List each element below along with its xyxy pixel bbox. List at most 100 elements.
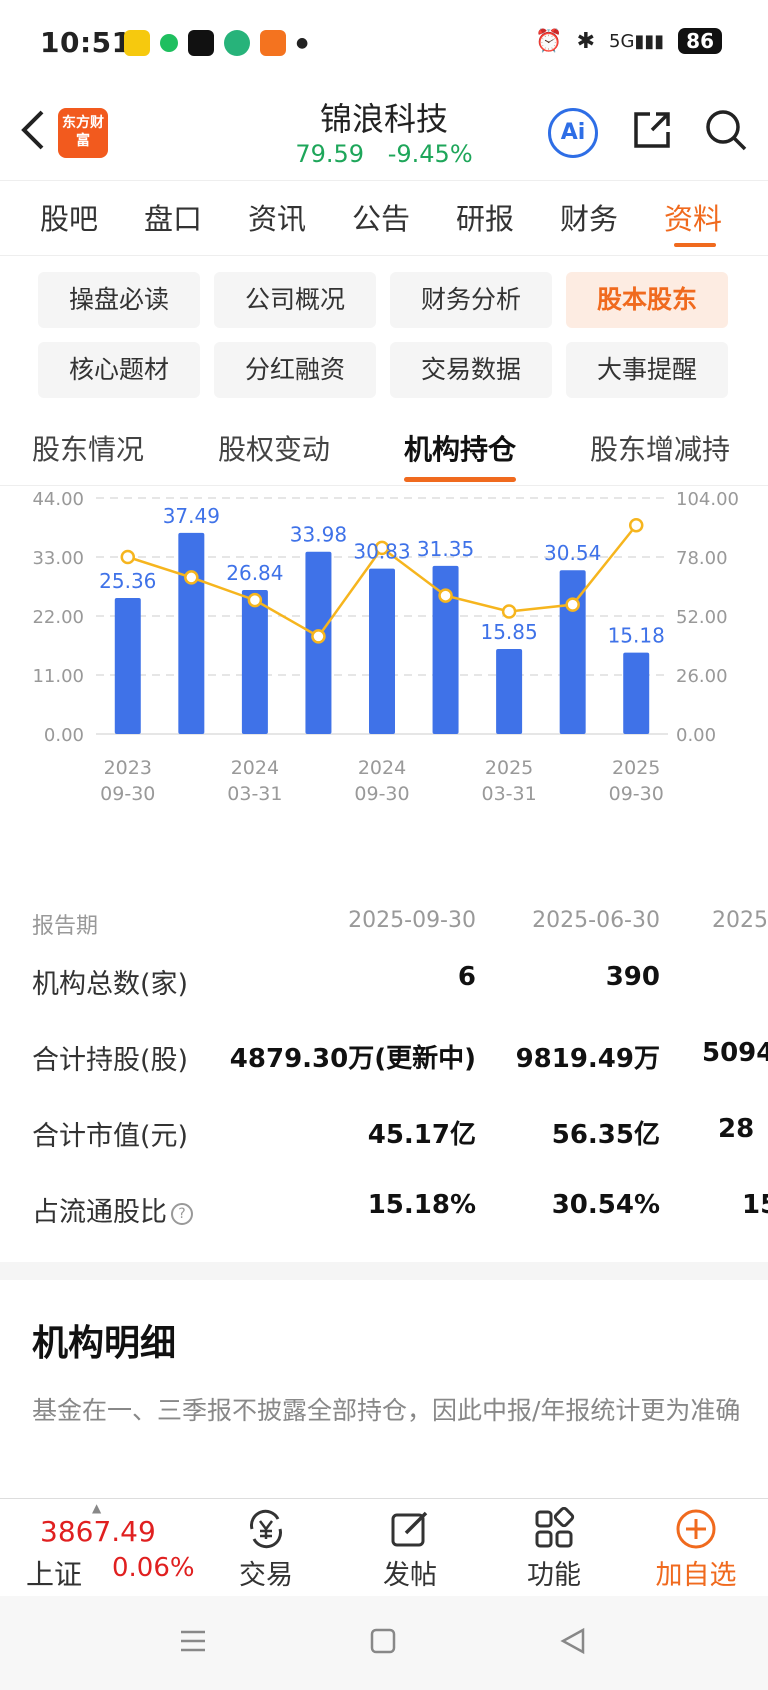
sub-btn-trading-data[interactable]: 交易数据 bbox=[390, 342, 552, 398]
tab-equity-changes[interactable]: 股权变动 bbox=[218, 433, 331, 466]
x-tick-label: 09-30 bbox=[609, 783, 664, 805]
sub-btn-core-themes[interactable]: 核心题材 bbox=[38, 342, 200, 398]
add-watchlist-label: 加自选 bbox=[655, 1560, 737, 1591]
tab-holder-changes[interactable]: 股东增减持 bbox=[590, 433, 731, 466]
tab-shareholder-status[interactable]: 股东情况 bbox=[32, 433, 145, 466]
tab-guba[interactable]: 股吧 bbox=[40, 202, 99, 236]
line-point bbox=[501, 604, 517, 619]
home-icon[interactable] bbox=[368, 1626, 398, 1656]
line-point bbox=[565, 597, 580, 612]
index-name[interactable]: 上证 bbox=[26, 1558, 83, 1591]
tab-institutional-holdings[interactable]: 机构持仓 bbox=[404, 428, 517, 482]
data-label: 15.85 bbox=[480, 620, 537, 644]
index-price[interactable]: 3867.49 bbox=[40, 1515, 156, 1548]
bar bbox=[114, 597, 141, 734]
header-col-2: 2025-06-30 bbox=[532, 908, 660, 933]
cell: 6 bbox=[457, 962, 476, 992]
table-header-row: 报告期 2025-09-30 2025-06-30 2025 bbox=[0, 908, 768, 958]
menu-icon[interactable] bbox=[178, 1626, 208, 1656]
sub-btn-financial-analysis[interactable]: 财务分析 bbox=[390, 272, 552, 328]
tab-announcements[interactable]: 公告 bbox=[352, 202, 411, 236]
tab-profile[interactable]: 资料 bbox=[664, 181, 768, 255]
cell: 15.18% bbox=[367, 1190, 476, 1220]
post-button[interactable]: 发帖 bbox=[360, 1507, 460, 1592]
y-left-tick-label: 0.00 bbox=[44, 725, 84, 746]
sub-btn-company-overview[interactable]: 公司概况 bbox=[214, 272, 376, 328]
add-watchlist-button[interactable]: 加自选 bbox=[646, 1507, 746, 1592]
index-change[interactable]: 0.06% bbox=[112, 1553, 195, 1583]
line-point bbox=[120, 549, 136, 565]
sub-btn-shareholders[interactable]: 股本股东 bbox=[566, 272, 728, 328]
y-left-tick-label: 22.00 bbox=[32, 607, 84, 628]
cell: 15 bbox=[742, 1190, 768, 1220]
header-col-3: 2025 bbox=[712, 908, 768, 933]
line-point bbox=[311, 629, 326, 644]
line-point bbox=[374, 540, 390, 556]
y-right-tick-label: 0.00 bbox=[676, 725, 716, 746]
x-tick-label: 03-31 bbox=[227, 783, 282, 805]
signal-icon: 5G▮▮▮ bbox=[609, 30, 665, 52]
x-tick-label: 2025 bbox=[485, 757, 533, 779]
mail-app-icon bbox=[260, 30, 286, 56]
search-button[interactable] bbox=[704, 108, 748, 156]
cell: 30.54% bbox=[551, 1190, 660, 1220]
sub-btn-trading-guide[interactable]: 操盘必读 bbox=[38, 272, 200, 328]
tab-news[interactable]: 资讯 bbox=[248, 202, 307, 236]
cell: 4879.30万(更新中) bbox=[229, 1044, 476, 1074]
bar bbox=[178, 532, 205, 734]
bar bbox=[241, 590, 268, 734]
y-right-tick-label: 104.00 bbox=[676, 489, 739, 510]
ai-button[interactable]: Ai bbox=[548, 108, 598, 158]
expand-caret-icon[interactable]: ▲ bbox=[92, 1501, 102, 1515]
clock: 10:51 bbox=[40, 26, 132, 59]
holdings-chart: 44.00 104.00 33.00 78.00 22.00 52.00 11.00 26.0… bbox=[0, 486, 768, 886]
data-label: 30.83 bbox=[353, 540, 410, 564]
y-left-tick-label: 44.00 bbox=[32, 489, 84, 510]
stock-quote: 79.59 -9.45% bbox=[0, 140, 768, 168]
message-app-icon bbox=[160, 34, 178, 52]
grid-icon bbox=[535, 1507, 575, 1548]
cloud-app-icon bbox=[224, 30, 250, 56]
meituan-app-icon bbox=[124, 30, 150, 56]
stock-price: 79.59 bbox=[295, 140, 365, 168]
data-label: 33.98 bbox=[290, 523, 347, 547]
share-button[interactable] bbox=[630, 108, 674, 156]
y-left-tick-label: 11.00 bbox=[32, 666, 84, 687]
row-label: 占流通股比? bbox=[32, 1190, 193, 1229]
row-label: 合计市值(元) bbox=[32, 1121, 189, 1152]
cell: 390 bbox=[605, 962, 660, 992]
bottom-toolbar: ▲ 3867.49 上证 0.06% 交易 发帖 bbox=[0, 1498, 768, 1596]
main-tabs: 股吧 盘口 资讯 公告 研报 财务 资料 bbox=[0, 180, 768, 256]
status-bar: 10:51 ● ⏰ ✱ 5G▮▮▮ 86 bbox=[0, 0, 768, 88]
bar bbox=[623, 652, 650, 734]
data-label: 26.84 bbox=[226, 561, 283, 585]
functions-button[interactable]: 功能 bbox=[504, 1507, 604, 1592]
section-note: 基金在一、三季报不披露全部持仓，因此中报/年报统计更为准确 bbox=[32, 1396, 741, 1425]
sub-btn-events[interactable]: 大事提醒 bbox=[566, 342, 728, 398]
tab-finance[interactable]: 财务 bbox=[560, 202, 619, 236]
more-dot-icon: ● bbox=[296, 35, 309, 51]
tab-pankou[interactable]: 盘口 bbox=[144, 202, 203, 236]
data-label: 37.49 bbox=[163, 504, 220, 528]
eastmoney-logo[interactable]: 东方财富 bbox=[58, 108, 108, 158]
back-button[interactable] bbox=[18, 108, 48, 163]
bar bbox=[559, 570, 586, 734]
header-col-1: 2025-09-30 bbox=[348, 908, 476, 933]
y-right-tick-label: 78.00 bbox=[676, 548, 728, 569]
trade-button[interactable]: 交易 bbox=[216, 1507, 316, 1592]
help-icon[interactable]: ? bbox=[171, 1202, 193, 1225]
back-nav-icon[interactable] bbox=[558, 1626, 588, 1656]
data-label: 31.35 bbox=[417, 537, 474, 561]
cell: 28 bbox=[718, 1114, 755, 1144]
plus-circle-icon bbox=[676, 1509, 716, 1549]
table-row: 合计市值(元) 45.17亿 56.35亿 28 bbox=[0, 1114, 768, 1164]
functions-label: 功能 bbox=[527, 1560, 581, 1591]
x-tick-label: 2023 bbox=[104, 757, 152, 779]
sub-btn-dividends[interactable]: 分红融资 bbox=[214, 342, 376, 398]
line-point bbox=[628, 517, 644, 533]
table-row: 占流通股比? 15.18% 30.54% 15 bbox=[0, 1190, 768, 1240]
tab-research[interactable]: 研报 bbox=[456, 202, 515, 236]
x-tick-label: 2024 bbox=[358, 757, 406, 779]
header-label: 报告期 bbox=[32, 914, 99, 939]
post-label: 发帖 bbox=[383, 1560, 437, 1591]
